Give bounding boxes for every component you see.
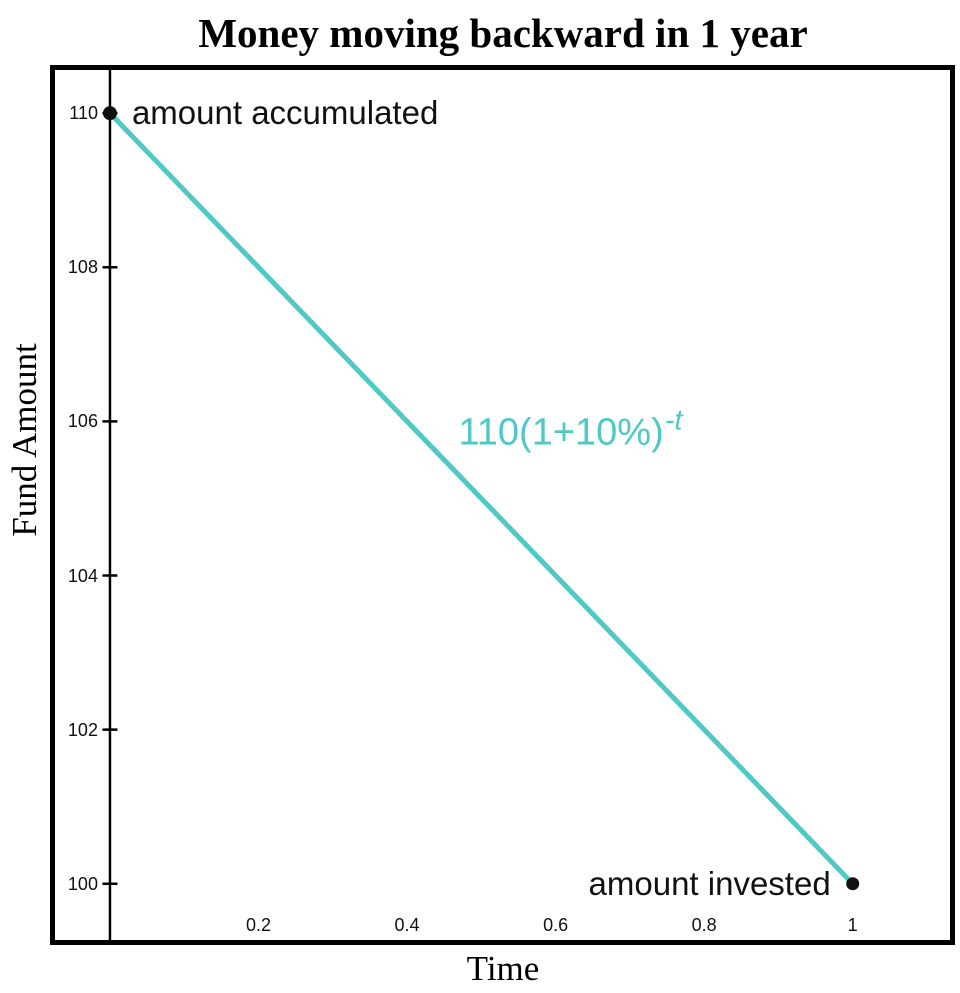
y-tick-label: 110 (69, 103, 98, 124)
point-annotation: amount invested (588, 864, 831, 902)
plot-canvas (102, 70, 860, 940)
y-axis-title: Fund Amount (5, 343, 44, 537)
plot-area: 100 102 104 106 108 110 0.2 0.4 0.6 0.8 1 amount ac… (50, 65, 955, 945)
x-tick-label: 0.2 (245, 915, 272, 935)
x-tick-label: 1 (847, 915, 858, 935)
equation-base: 110(1+10%) (458, 411, 664, 454)
series-line (107, 110, 856, 887)
equation-exponent: -t (664, 404, 683, 437)
y-tick-label: 104 (67, 565, 98, 586)
y-tick-label: 108 (67, 257, 98, 278)
x-axis-title: Time (466, 949, 540, 988)
data-point-marker (102, 106, 117, 121)
labels-layer: 100 102 104 106 108 110 0.2 0.4 0.6 0.8 1 amount ac… (55, 70, 950, 940)
chart-title: Money moving backward in 1 year (198, 10, 808, 56)
x-tick-label: 0.6 (543, 915, 569, 935)
curve-equation-label: 110(1+10%)-t (458, 404, 682, 454)
y-tick-label: 106 (67, 411, 98, 432)
x-tick-label: 0.8 (691, 915, 717, 935)
y-tick-label: 102 (67, 719, 98, 740)
data-point-marker (846, 877, 860, 891)
y-tick-label: 100 (67, 873, 98, 894)
x-tick-label: 0.4 (394, 915, 420, 935)
point-annotation: amount accumulated (131, 94, 439, 132)
